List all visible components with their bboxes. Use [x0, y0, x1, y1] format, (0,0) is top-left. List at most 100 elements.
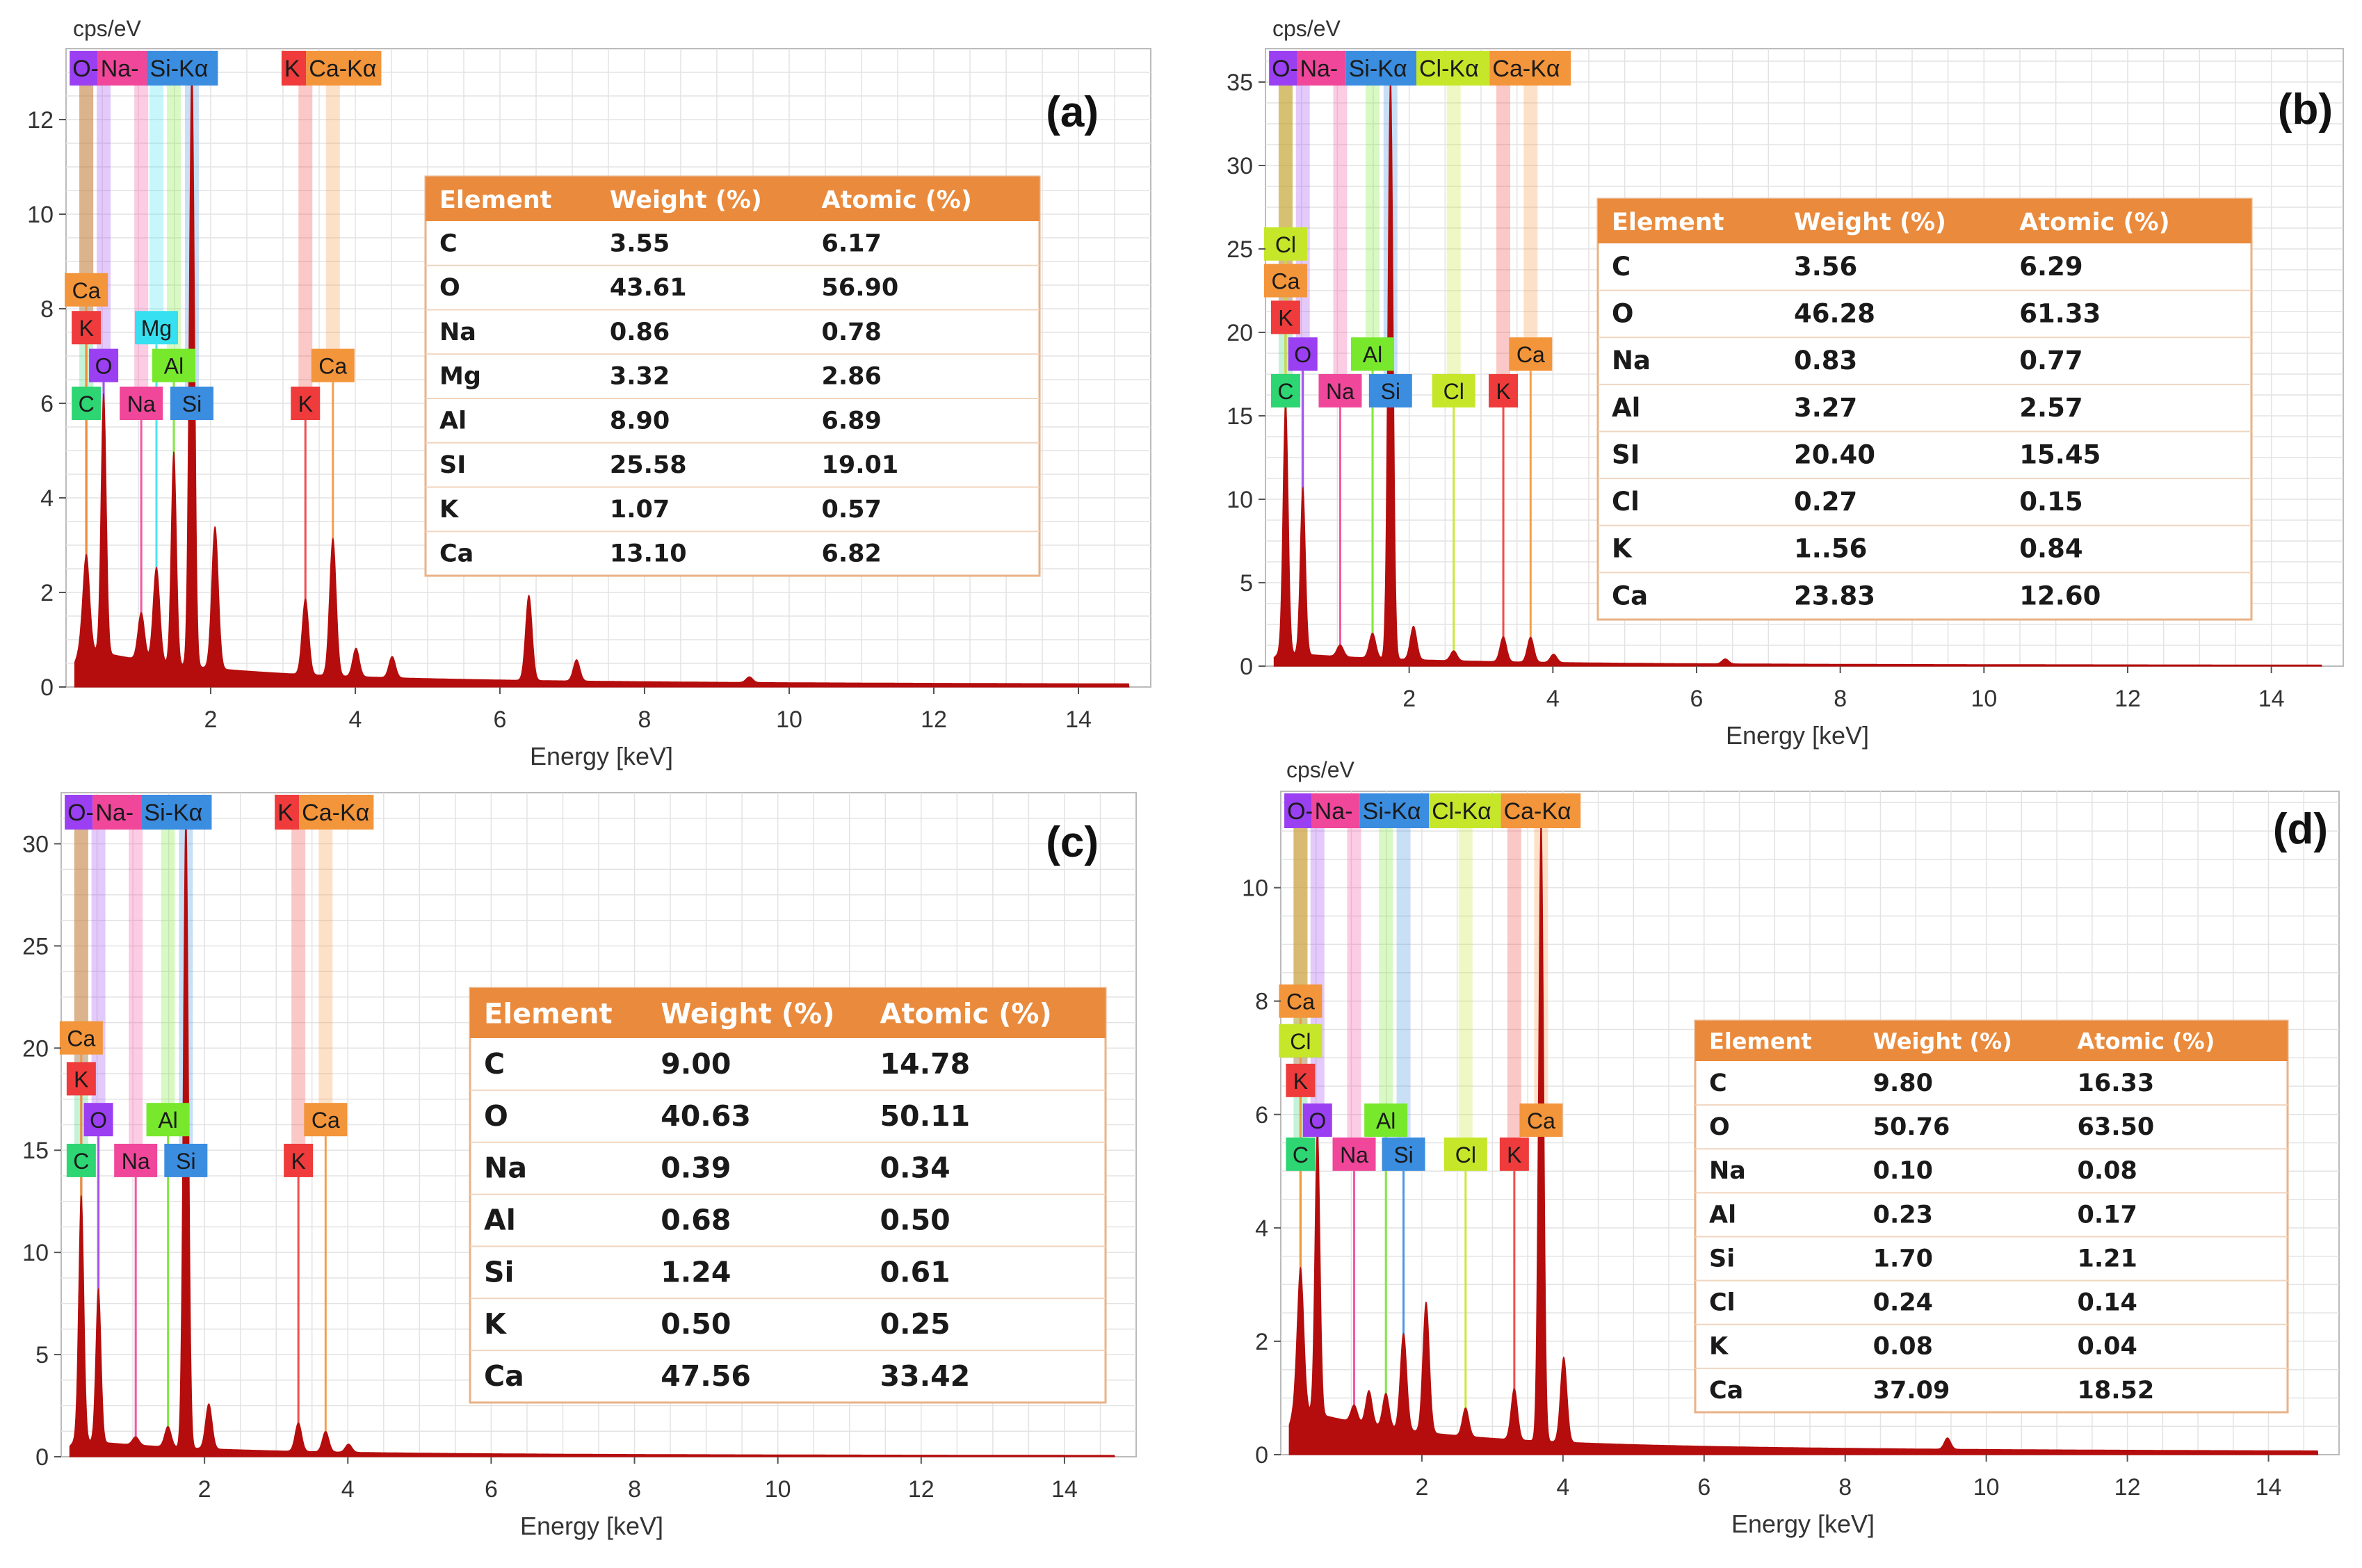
tag-bar-item: [1311, 793, 1360, 828]
peak-marker-label: Cl: [1290, 1029, 1311, 1054]
table-cell: 37.09: [1873, 1377, 1950, 1405]
table-cell: 15.45: [2019, 439, 2101, 469]
table-cell: Si: [484, 1255, 515, 1288]
table-cell: 23.83: [1794, 581, 1875, 611]
table-cell: 14.78: [880, 1047, 971, 1081]
x-tick-label: 2: [1415, 1474, 1428, 1501]
element-band: [79, 82, 94, 312]
x-axis-label: Energy [keV]: [1726, 721, 1869, 750]
peak-marker-label: O: [90, 1108, 107, 1133]
element-band: [1295, 82, 1310, 338]
y-tick-label: 4: [40, 485, 54, 512]
tag-bar-label: O-: [1287, 798, 1313, 825]
peak-marker-ca: [65, 273, 108, 307]
table-cell: 0.25: [880, 1307, 951, 1341]
table-header-cell: Atomic (%): [880, 998, 1052, 1030]
x-tick-label: 2: [1402, 686, 1416, 712]
tag-bar-label: Na-: [1300, 56, 1338, 82]
peak-marker-c: [1286, 1137, 1316, 1171]
y-tick-label: 25: [1227, 236, 1253, 263]
element-band: [74, 826, 88, 1021]
table-header-cell: Element: [484, 998, 613, 1030]
x-tick-label: 6: [485, 1476, 498, 1503]
table-cell: Mg: [439, 363, 481, 391]
composition-table: Element Weight (%) Atomic (%) C 3.55 6.17 O 43.…: [424, 175, 1041, 577]
table-cell: 0.77: [2019, 346, 2082, 375]
element-band: [1496, 82, 1511, 374]
tag-bar-item: [92, 795, 142, 830]
tag-bar-item: [1345, 51, 1416, 86]
peak-marker-label: Ca: [72, 278, 101, 303]
table-cell: 0.27: [1794, 487, 1857, 517]
peak-marker-label: Ca: [1286, 989, 1315, 1015]
element-band: [91, 826, 106, 1104]
table-cell: 0.15: [2019, 487, 2082, 517]
y-tick-label: 0: [1240, 654, 1253, 680]
peak-marker-c: [72, 387, 102, 420]
element-band: [1293, 825, 1308, 985]
table-cell: 0.04: [2078, 1333, 2137, 1361]
peak-marker-k: [1286, 1063, 1316, 1097]
peak-marker-k: [1270, 300, 1300, 334]
table-cell: 19.01: [822, 451, 899, 479]
y-tick-label: 6: [1255, 1102, 1268, 1129]
peak-marker-ca: [311, 348, 355, 382]
peak-marker-label: Cl: [1455, 1142, 1476, 1167]
table-cell: 46.28: [1794, 299, 1875, 329]
x-tick-label: 6: [1697, 1474, 1710, 1501]
x-tick-label: 12: [921, 706, 947, 733]
table-cell: 50.76: [1873, 1113, 1950, 1141]
peak-marker-label: K: [74, 1067, 88, 1092]
element-band: [1293, 825, 1308, 1024]
y-tick-label: 10: [27, 202, 54, 228]
tag-bar-label: Cl-Kα: [1432, 798, 1491, 825]
table-cell: 20.40: [1794, 439, 1875, 469]
peak-marker-na: [114, 1143, 158, 1177]
element-band: [1396, 825, 1411, 1138]
table-header-cell: Element: [1612, 209, 1724, 236]
table-header: [426, 177, 1040, 221]
peak-marker-c: [66, 1143, 96, 1177]
y-tick-label: 10: [22, 1240, 49, 1266]
tag-bar-item: [275, 795, 300, 830]
table-cell: 1.07: [610, 496, 670, 524]
y-tick-label: 12: [27, 107, 54, 134]
table-cell: 18.52: [2078, 1377, 2155, 1405]
y-tick-label: 20: [1227, 320, 1253, 346]
table-cell: 0.50: [661, 1307, 731, 1341]
table-cell: 47.56: [661, 1359, 751, 1393]
table-cell: 0.39: [661, 1151, 731, 1185]
peak-marker-si: [164, 1143, 208, 1177]
table-cell: 6.82: [822, 540, 882, 568]
table-cell: O: [484, 1099, 508, 1133]
tag-bar-label: O-: [72, 56, 99, 82]
table-cell: 0.57: [822, 496, 882, 524]
peak-marker-label: K: [1278, 305, 1293, 330]
y-tick-label: 5: [1240, 570, 1253, 597]
peak-marker-label: Al: [1376, 1108, 1396, 1133]
element-band: [1293, 825, 1308, 1138]
table-cell: 0.24: [1873, 1289, 1933, 1317]
tag-bar-label: Na-: [101, 56, 139, 82]
peak-marker-label: Na: [122, 1149, 150, 1174]
table-cell: 6.17: [822, 229, 882, 257]
peak-marker-o: [83, 1103, 113, 1137]
spectrum-curve: [1288, 817, 2319, 1455]
peak-marker-k: [72, 311, 102, 345]
spectrum-curve: [69, 814, 1115, 1457]
table-cell: 3.27: [1794, 393, 1857, 423]
peak-marker-label: O: [95, 354, 113, 379]
element-band: [318, 826, 333, 1104]
x-tick-label: 10: [1973, 1474, 2000, 1501]
x-tick-label: 4: [341, 1476, 355, 1503]
peak-marker-label: Al: [158, 1108, 177, 1133]
peak-marker-label: C: [79, 391, 95, 417]
table-cell: 0.84: [2019, 534, 2082, 564]
table-cell: 1.70: [1873, 1245, 1933, 1272]
table-cell: C: [484, 1047, 505, 1081]
x-tick-label: 14: [1051, 1476, 1078, 1503]
x-axis-label: Energy [keV]: [1731, 1510, 1875, 1538]
peak-marker-mg: [135, 311, 178, 345]
